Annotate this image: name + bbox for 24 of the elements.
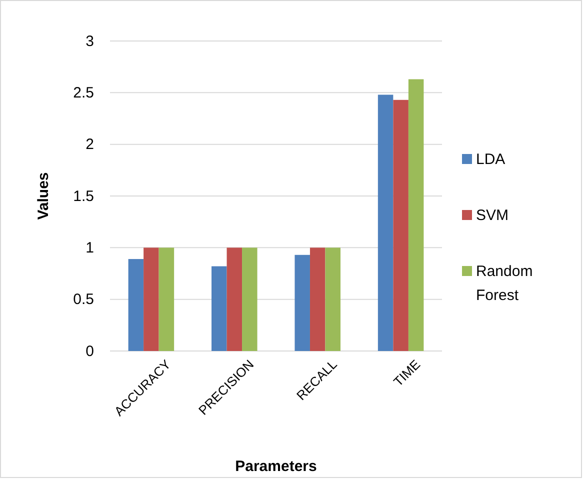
bar: [226, 248, 242, 351]
bar: [378, 94, 394, 351]
y-tick-label: 1: [86, 239, 94, 256]
bar: [408, 79, 424, 351]
y-tick-label: 3: [86, 32, 94, 50]
bar: [158, 248, 174, 351]
bar: [393, 100, 408, 351]
y-tick-label: 0: [86, 342, 94, 360]
y-axis-title: Values: [35, 172, 52, 220]
bar: [242, 248, 258, 351]
bar: [128, 259, 144, 351]
bar: [144, 248, 159, 351]
legend-label: SVM: [476, 207, 509, 224]
bar: [212, 266, 227, 351]
y-tick-label: 0.5: [73, 291, 94, 308]
bar: [310, 248, 326, 351]
x-axis-title: Parameters: [235, 458, 317, 475]
y-tick-label: 2: [86, 136, 94, 154]
legend-label: Random Forest: [476, 263, 533, 304]
bar: [325, 248, 340, 351]
legend-label: LDA: [476, 151, 506, 168]
y-tick-label: 1.5: [73, 188, 94, 205]
y-tick-label: 2.5: [73, 84, 94, 102]
bar: [294, 254, 310, 351]
